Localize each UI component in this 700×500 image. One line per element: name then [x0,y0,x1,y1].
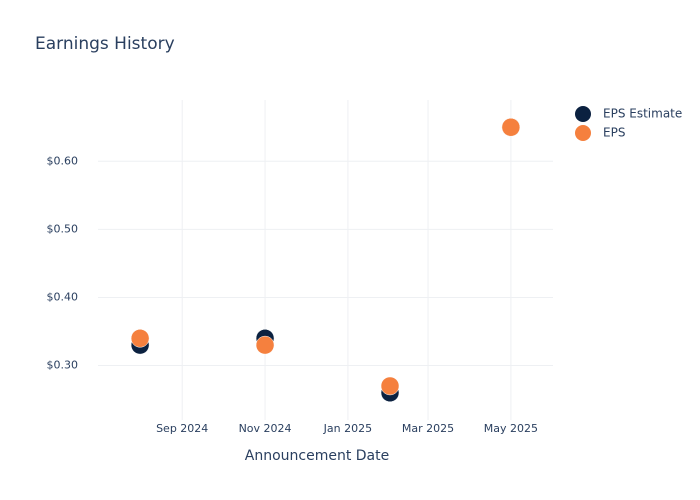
point [380,376,400,396]
legend-marker [575,125,591,141]
x-axis-label: Announcement Date [245,448,389,464]
x-tick-label: Mar 2025 [402,422,454,435]
y-tick-label: $0.50 [47,222,79,235]
legend-marker [575,106,591,122]
x-tick-label: Nov 2024 [239,422,292,435]
legend-label: EPS [603,126,625,140]
x-tick-label: Sep 2024 [156,422,208,435]
chart-title: Earnings History [35,34,175,54]
legend-label: EPS Estimate [603,107,682,121]
point [501,117,521,137]
x-tick-label: Jan 2025 [323,422,372,435]
point [255,335,275,355]
x-tick-label: May 2025 [484,422,538,435]
y-tick-label: $0.60 [47,154,79,167]
y-tick-label: $0.40 [47,290,79,303]
point [130,329,150,348]
y-tick-label: $0.30 [47,359,79,372]
